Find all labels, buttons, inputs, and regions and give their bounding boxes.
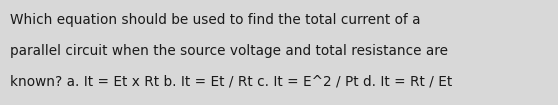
Text: Which equation should be used to find the total current of a: Which equation should be used to find th… — [10, 13, 421, 27]
Text: known? a. It = Et x Rt b. It = Et / Rt c. It = E^2 / Pt d. It = Rt / Et: known? a. It = Et x Rt b. It = Et / Rt c… — [10, 75, 453, 89]
Text: parallel circuit when the source voltage and total resistance are: parallel circuit when the source voltage… — [10, 44, 448, 58]
